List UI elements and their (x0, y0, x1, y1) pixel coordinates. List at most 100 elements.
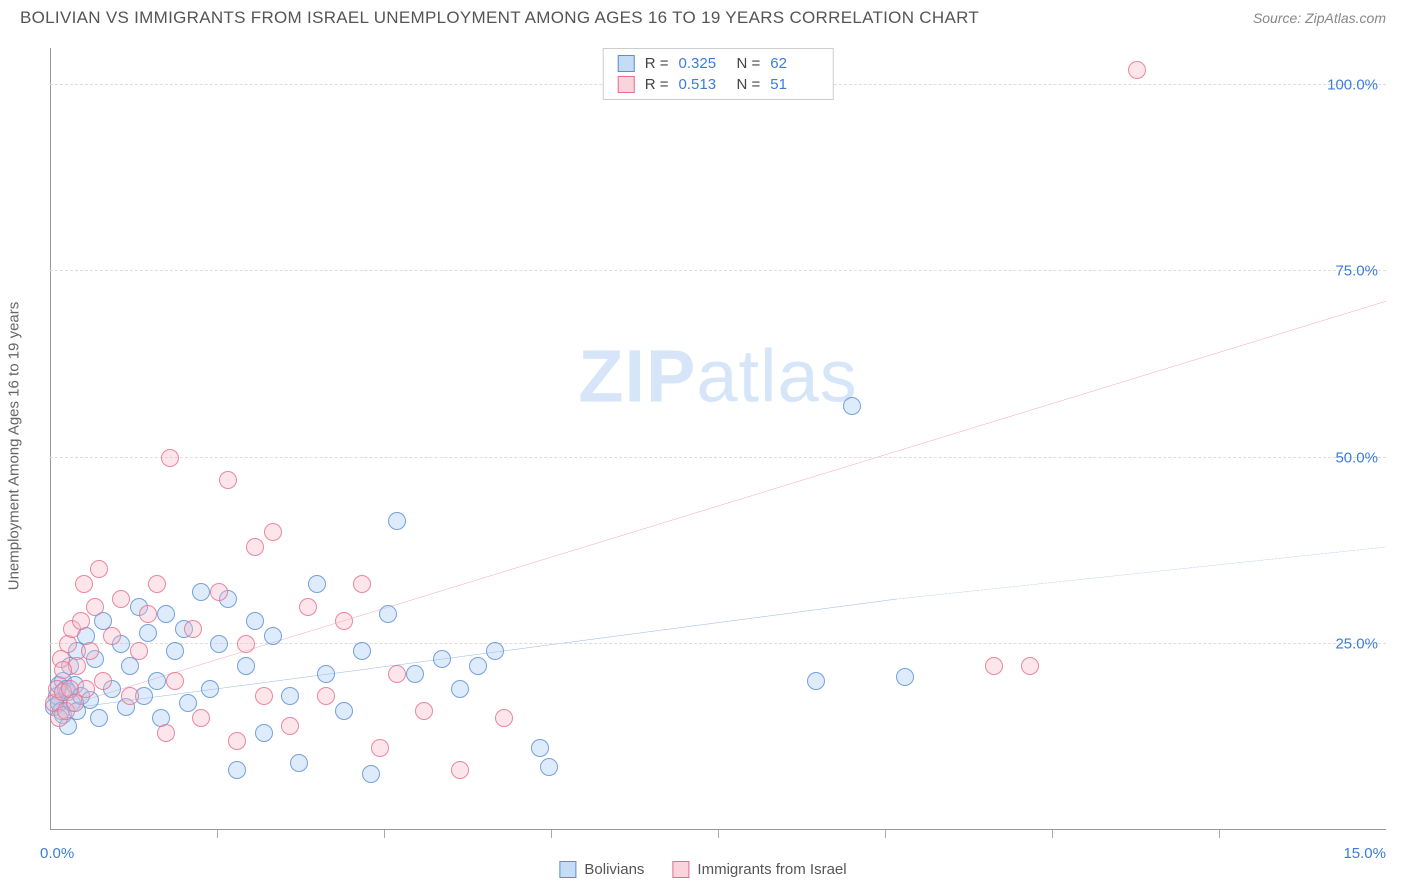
trend-lines-layer (50, 48, 1386, 830)
data-point-israel (161, 449, 179, 467)
data-point-israel (157, 724, 175, 742)
legend-swatch-bolivians (559, 861, 576, 878)
data-point-bolivians (388, 512, 406, 530)
swatch-bolivians (618, 55, 635, 72)
data-point-bolivians (255, 724, 273, 742)
x-tick (885, 830, 886, 838)
data-point-israel (353, 575, 371, 593)
data-point-israel (72, 612, 90, 630)
data-point-bolivians (486, 642, 504, 660)
data-point-israel (130, 642, 148, 660)
data-point-bolivians (281, 687, 299, 705)
data-point-israel (166, 672, 184, 690)
data-point-bolivians (308, 575, 326, 593)
legend-item-israel: Immigrants from Israel (672, 861, 846, 878)
x-min-label: 0.0% (40, 845, 74, 862)
data-point-bolivians (406, 665, 424, 683)
legend-label-israel: Immigrants from Israel (697, 861, 846, 878)
r-value-bolivians: 0.325 (679, 55, 727, 72)
trendline-bolivians-extrapolated (896, 547, 1386, 599)
data-point-bolivians (433, 650, 451, 668)
y-tick-label: 25.0% (1335, 635, 1378, 652)
x-tick (551, 830, 552, 838)
data-point-bolivians (451, 680, 469, 698)
data-point-bolivians (228, 761, 246, 779)
data-point-israel (112, 590, 130, 608)
data-point-bolivians (210, 635, 228, 653)
legend-item-bolivians: Bolivians (559, 861, 644, 878)
data-point-israel (1021, 657, 1039, 675)
data-point-bolivians (469, 657, 487, 675)
data-point-israel (139, 605, 157, 623)
data-point-israel (255, 687, 273, 705)
data-point-bolivians (807, 672, 825, 690)
x-tick (384, 830, 385, 838)
data-point-israel (246, 538, 264, 556)
data-point-israel (219, 471, 237, 489)
data-point-israel (299, 598, 317, 616)
swatch-israel (618, 76, 635, 93)
data-point-israel (264, 523, 282, 541)
n-label: N = (737, 55, 761, 72)
x-max-label: 15.0% (1343, 845, 1386, 862)
y-axis-title: Unemployment Among Ages 16 to 19 years (6, 302, 23, 591)
correlation-stats-box: R = 0.325 N = 62 R = 0.513 N = 51 (603, 48, 834, 100)
data-point-israel (86, 598, 104, 616)
data-point-bolivians (531, 739, 549, 757)
data-point-israel (1128, 61, 1146, 79)
data-point-bolivians (362, 765, 380, 783)
data-point-bolivians (148, 672, 166, 690)
data-point-israel (451, 761, 469, 779)
n-value-israel: 51 (770, 76, 818, 93)
r-value-israel: 0.513 (679, 76, 727, 93)
data-point-israel (54, 661, 72, 679)
data-point-israel (388, 665, 406, 683)
legend-swatch-israel (672, 861, 689, 878)
data-point-bolivians (192, 583, 210, 601)
gridline (50, 457, 1386, 458)
data-point-bolivians (843, 397, 861, 415)
data-point-bolivians (264, 627, 282, 645)
watermark-zip: ZIP (578, 335, 696, 418)
legend-label-bolivians: Bolivians (584, 861, 644, 878)
r-label: R = (645, 55, 669, 72)
data-point-bolivians (201, 680, 219, 698)
data-point-bolivians (246, 612, 264, 630)
data-point-israel (371, 739, 389, 757)
data-point-israel (237, 635, 255, 653)
data-point-israel (148, 575, 166, 593)
data-point-bolivians (237, 657, 255, 675)
watermark: ZIPatlas (578, 334, 857, 419)
data-point-bolivians (139, 624, 157, 642)
n-value-bolivians: 62 (770, 55, 818, 72)
data-point-bolivians (335, 702, 353, 720)
stats-row-israel: R = 0.513 N = 51 (618, 74, 819, 95)
data-point-israel (77, 680, 95, 698)
data-point-israel (90, 560, 108, 578)
chart-header: BOLIVIAN VS IMMIGRANTS FROM ISRAEL UNEMP… (0, 0, 1406, 32)
data-point-israel (317, 687, 335, 705)
data-point-israel (335, 612, 353, 630)
data-point-israel (81, 642, 99, 660)
data-point-israel (415, 702, 433, 720)
data-point-bolivians (90, 709, 108, 727)
data-point-israel (103, 627, 121, 645)
data-point-israel (75, 575, 93, 593)
data-point-bolivians (540, 758, 558, 776)
data-point-bolivians (166, 642, 184, 660)
data-point-israel (192, 709, 210, 727)
source-label: Source: ZipAtlas.com (1253, 10, 1386, 26)
x-tick (1052, 830, 1053, 838)
stats-row-bolivians: R = 0.325 N = 62 (618, 53, 819, 74)
bottom-legend: Bolivians Immigrants from Israel (559, 861, 846, 878)
y-tick-label: 100.0% (1327, 77, 1378, 94)
x-tick (1219, 830, 1220, 838)
x-tick (217, 830, 218, 838)
data-point-bolivians (353, 642, 371, 660)
data-point-israel (281, 717, 299, 735)
data-point-bolivians (290, 754, 308, 772)
data-point-israel (66, 694, 84, 712)
y-tick-label: 75.0% (1335, 263, 1378, 280)
data-point-israel (495, 709, 513, 727)
data-point-bolivians (379, 605, 397, 623)
